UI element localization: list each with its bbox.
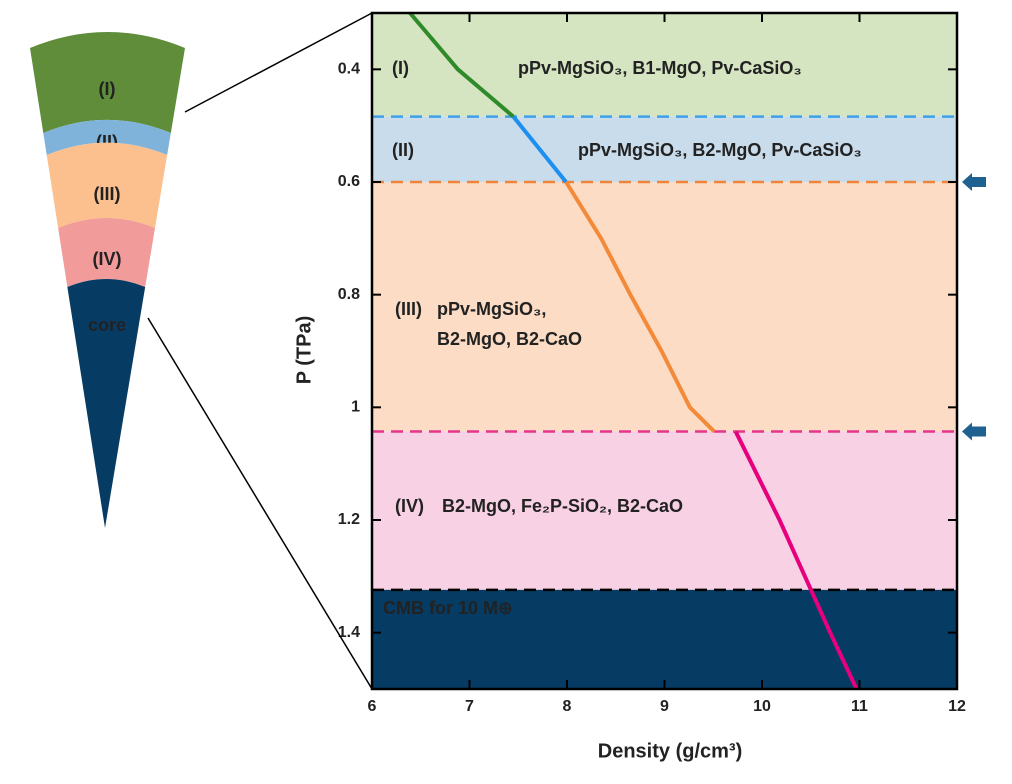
boundary-arrow <box>962 173 986 191</box>
zoom-line <box>147 317 373 690</box>
y-tick-label: 0.4 <box>338 61 360 78</box>
y-tick-label: 0.6 <box>338 173 360 190</box>
x-tick-label: 8 <box>563 698 572 715</box>
region-band <box>372 116 957 182</box>
region-label: CMB for 10 M⊕ <box>383 598 513 618</box>
density-curve <box>564 180 716 433</box>
cone-layer <box>46 142 168 228</box>
x-tick-label: 9 <box>660 698 669 715</box>
region-phases: B2-MgO, B2-CaO <box>437 329 582 349</box>
region-phases: B2-MgO, Fe₂P-SiO₂, B2-CaO <box>442 496 683 516</box>
y-tick-label: 1.4 <box>338 624 360 641</box>
x-tick-label: 12 <box>948 698 966 715</box>
y-tick-label: 1.2 <box>338 511 360 528</box>
x-tick-label: 11 <box>851 698 868 715</box>
density-curve <box>511 115 568 184</box>
x-axis-label: Density (g/cm³) <box>598 740 742 762</box>
region-band <box>372 13 957 117</box>
cone-layer <box>67 278 146 528</box>
region-band <box>372 589 957 689</box>
x-tick-label: 10 <box>753 698 771 715</box>
region-phases: pPv-MgSiO₃, B1-MgO, Pv-CaSiO₃ <box>518 58 802 78</box>
x-tick-label: 7 <box>465 698 474 715</box>
cone-label: (IV) <box>93 249 122 269</box>
region-band <box>372 182 957 432</box>
cone-layer <box>58 218 155 287</box>
density-curve <box>408 11 515 119</box>
cone-label: (III) <box>94 184 121 204</box>
zoom-line <box>184 12 373 113</box>
cone-label: core <box>88 315 126 335</box>
region-label: (III) <box>395 299 422 319</box>
region-phases: pPv-MgSiO₃, <box>437 299 546 319</box>
cone-layer <box>30 32 185 133</box>
region-label: (II) <box>392 140 414 160</box>
x-tick-label: 6 <box>368 698 377 715</box>
y-axis-label: P (TPa) <box>293 316 315 385</box>
y-tick-label: 1 <box>351 399 360 416</box>
cone-label: (I) <box>99 79 116 99</box>
region-label: (IV) <box>395 496 424 516</box>
cone-layer <box>43 119 171 155</box>
region-label: (I) <box>392 58 409 78</box>
region-band <box>372 431 957 590</box>
boundary-arrow <box>962 422 986 441</box>
region-phases: pPv-MgSiO₃, B2-MgO, Pv-CaSiO₃ <box>578 140 862 160</box>
y-tick-label: 0.8 <box>338 286 360 303</box>
density-curve <box>733 430 859 690</box>
